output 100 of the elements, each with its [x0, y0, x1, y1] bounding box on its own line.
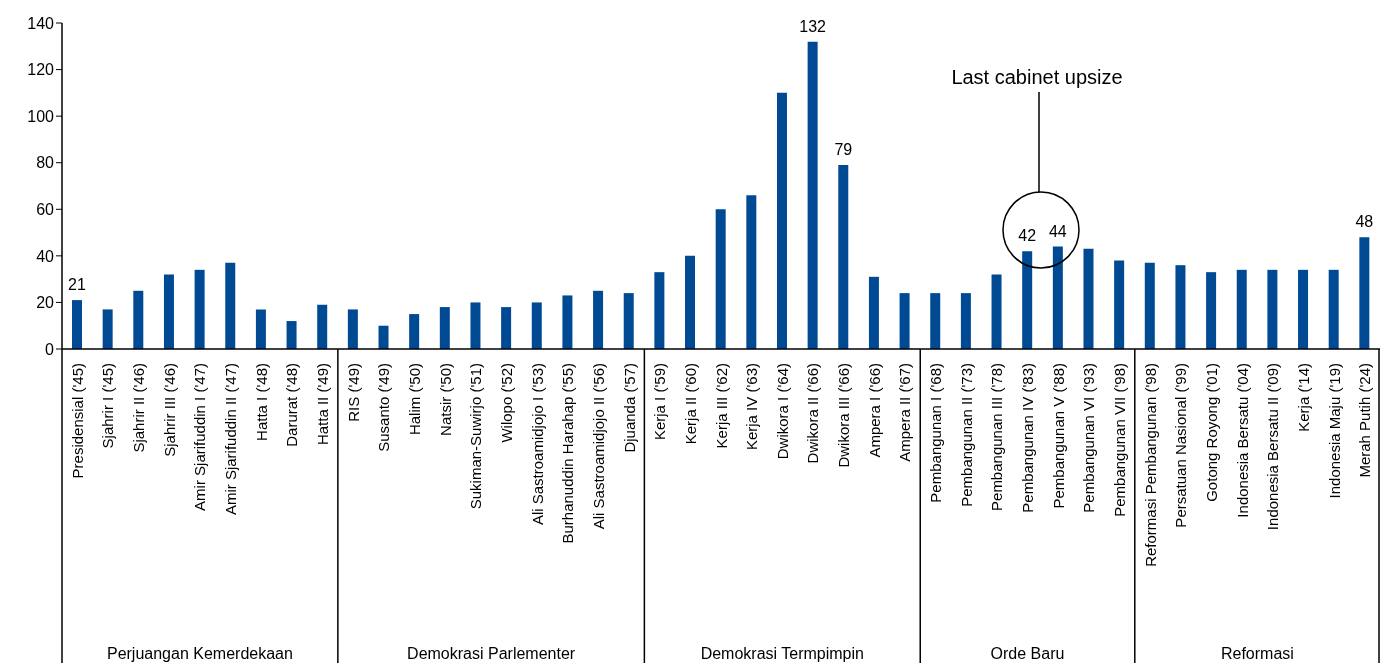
x-tick-label: Burhanuddin Harahap ('55) — [559, 363, 577, 544]
bar — [347, 309, 358, 349]
bar — [1206, 272, 1217, 349]
text: Perjuangan Kemerdekaan — [106, 645, 293, 662]
bar — [1298, 269, 1309, 349]
x-tick-label: Wilopo ('52) — [497, 363, 515, 443]
data-label: 44 — [1048, 222, 1067, 240]
bar — [378, 325, 389, 349]
x-tick-label: Pembangunan V ('88) — [1049, 363, 1067, 509]
bar — [899, 293, 910, 349]
bar — [1114, 260, 1125, 349]
x-tick-label: Darurat ('48) — [283, 363, 301, 447]
x-tick-label: Amir Sjarifuddin I ('47) — [191, 363, 209, 511]
x-tick-label: Dwikora III ('66) — [835, 363, 853, 468]
data-label: 132 — [799, 17, 827, 35]
x-tick-label: Pembangunan VII ('98) — [1110, 363, 1128, 517]
bar — [807, 41, 818, 349]
y-tick-label: 0 — [45, 340, 55, 358]
bar — [593, 290, 604, 349]
x-tick-label: Pembangunan IV ('83) — [1019, 363, 1037, 513]
x-tick-label: Persatuan Nasional ('99) — [1172, 363, 1190, 528]
y-tick-label: 100 — [27, 107, 55, 125]
y-tick-label: 40 — [36, 247, 55, 265]
bar — [501, 307, 512, 349]
bar — [930, 293, 941, 349]
y-tick-label: 60 — [36, 200, 55, 218]
bar — [715, 209, 726, 349]
bar — [133, 290, 144, 349]
x-tick-label: RIS ('49) — [344, 363, 362, 422]
x-tick-label: Sjahrir III ('46) — [160, 363, 178, 457]
bar — [439, 307, 450, 349]
x-tick-label: Ampera II ('67) — [896, 363, 914, 462]
x-tick-label: Djuanda ('57) — [620, 363, 638, 453]
x-tick-label: Ali Sastroamidjojo II ('56) — [589, 363, 607, 530]
bar — [1083, 248, 1094, 349]
text: Demokrasi Termpimpin — [700, 645, 864, 662]
data-label: 79 — [834, 141, 853, 159]
x-tick-label: Ampera I ('66) — [865, 363, 883, 458]
bar — [654, 272, 665, 349]
bar — [531, 302, 542, 349]
bar — [623, 293, 634, 349]
x-tick-label: Kerja III ('62) — [712, 363, 730, 449]
x-tick-label: Kerja IV ('63) — [743, 363, 761, 451]
bar — [746, 195, 757, 349]
text: Demokrasi Parlementer — [407, 645, 576, 662]
x-tick-label: Amir Sjarifuddin II ('47) — [222, 363, 240, 516]
bar — [838, 165, 849, 349]
y-tick-label: 120 — [27, 61, 55, 79]
x-tick-label: Pembangunan I ('68) — [927, 363, 945, 503]
x-tick-label: Merah Putih ('24) — [1356, 363, 1374, 478]
x-tick-label: Susanto ('49) — [375, 363, 393, 452]
x-tick-label: Dwikora I ('64) — [773, 363, 791, 460]
bar — [1022, 251, 1033, 349]
x-tick-label: Presidensial ('45) — [68, 363, 86, 479]
x-tick-label: Halim ('50) — [405, 363, 423, 436]
bar — [868, 276, 879, 349]
x-tick-label: Gotong Royong ('01) — [1202, 363, 1220, 502]
x-tick-label: Hatta II ('49) — [314, 363, 332, 446]
bar — [409, 314, 420, 349]
bar — [991, 274, 1002, 349]
bar — [317, 304, 328, 349]
bar — [685, 255, 696, 349]
text: Orde Baru — [990, 645, 1065, 662]
x-tick-label: Indonesia Maju ('19) — [1325, 363, 1343, 499]
x-tick-label: Indonesia Bersatu ('04) — [1233, 363, 1251, 518]
bar — [163, 274, 174, 349]
x-tick-label: Sjahrir I ('45) — [99, 363, 117, 449]
data-label: 42 — [1018, 227, 1037, 245]
bar — [255, 309, 266, 349]
annotation: Last cabinet upsize — [951, 66, 1123, 88]
bar — [286, 321, 297, 349]
bar — [1236, 269, 1247, 349]
x-tick-label: Sukiman-Suwirjo ('51) — [467, 363, 485, 510]
x-tick-label: Kerja I ('59) — [651, 363, 669, 441]
x-tick-label: Ali Sastroamidjojo I ('53) — [528, 363, 546, 526]
bar — [194, 269, 205, 349]
x-tick-label: Sjahrir II ('46) — [130, 363, 148, 453]
data-label: 48 — [1355, 213, 1374, 231]
bar — [562, 295, 573, 349]
bar — [72, 300, 82, 349]
x-tick-label: Pembangunan III ('78) — [988, 363, 1006, 511]
x-tick-label: Hatta I ('48) — [252, 363, 270, 441]
data-label: 21 — [68, 276, 86, 294]
bar — [1052, 246, 1063, 349]
x-tick-label: Natsir ('50) — [436, 363, 454, 436]
x-tick-label: Reformasi Pembangunan ('98) — [1141, 363, 1159, 567]
bar — [470, 302, 481, 349]
x-tick-label: Pembangunan VI ('93) — [1080, 363, 1098, 513]
bar — [225, 262, 236, 349]
text: Reformasi — [1220, 645, 1294, 662]
bar — [1328, 269, 1339, 349]
y-tick-label: 20 — [36, 294, 55, 312]
x-tick-label: Kerja ('14) — [1294, 363, 1312, 432]
x-tick-label: Kerja II ('60) — [681, 363, 699, 445]
bar — [102, 309, 113, 349]
bar — [1175, 265, 1186, 349]
bar — [1359, 237, 1370, 349]
x-tick-label: Pembangunan II ('73) — [957, 363, 975, 507]
bar — [776, 92, 787, 349]
bar — [1267, 269, 1278, 349]
